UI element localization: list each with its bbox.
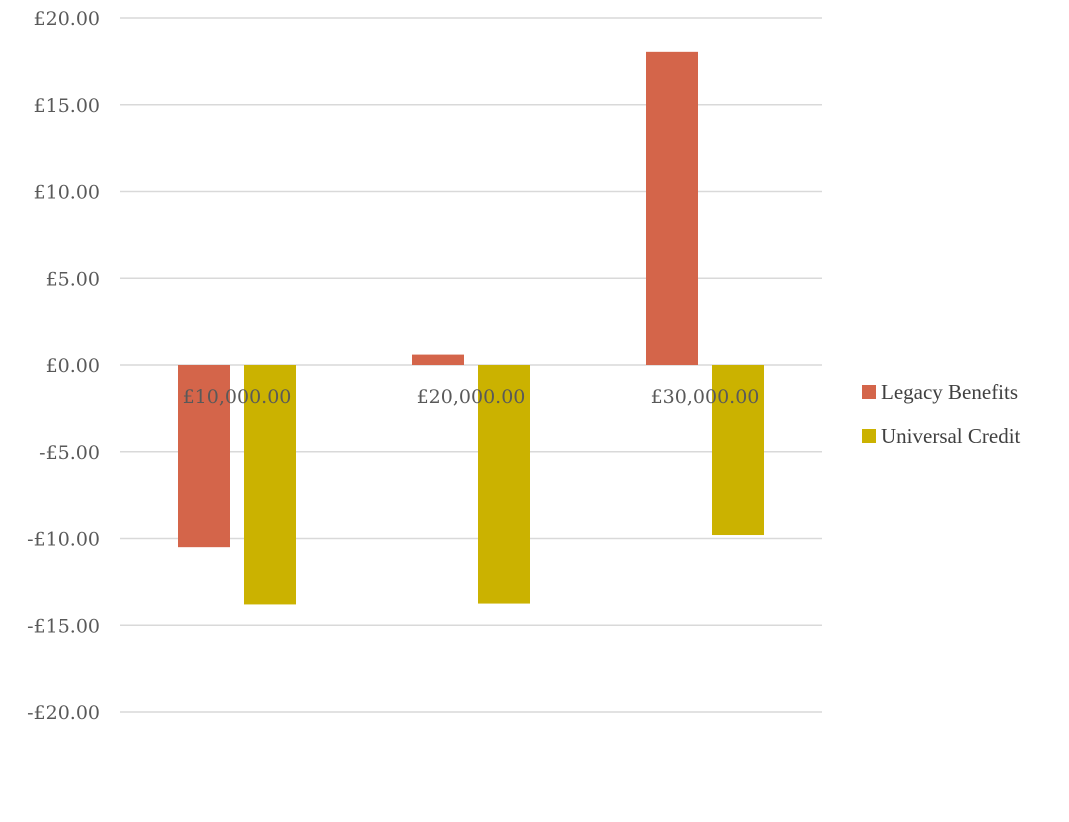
bar-legacy-benefits-1	[178, 365, 230, 548]
legend-swatch	[862, 429, 876, 443]
bar-universal-credit-3	[712, 365, 764, 536]
x-axis-category-labels: £10,000.00 £20,000.00 £30,000.00	[183, 386, 760, 408]
bar-universal-credit-1	[244, 365, 296, 605]
bar-universal-credit-2	[478, 365, 530, 604]
x-category-label: £20,000.00	[417, 386, 526, 408]
y-tick-label: -£5.00	[39, 442, 100, 464]
y-tick-label: -£20.00	[27, 702, 100, 724]
legend-label: Universal Credit	[881, 424, 1021, 448]
bar-legacy-benefits-2	[412, 354, 464, 365]
x-category-label: £30,000.00	[651, 386, 760, 408]
bars	[178, 51, 764, 605]
bar-legacy-benefits-3	[646, 51, 698, 366]
y-tick-label: -£15.00	[27, 615, 100, 637]
x-category-label: £10,000.00	[183, 386, 292, 408]
legend-swatch	[862, 385, 876, 399]
y-tick-label: £20.00	[34, 8, 100, 30]
y-tick-label: £15.00	[34, 95, 100, 117]
y-tick-label: £10.00	[34, 182, 100, 204]
y-tick-label: £0.00	[46, 355, 100, 377]
gridlines	[120, 17, 822, 713]
y-axis-tick-labels: £20.00 £15.00 £10.00 £5.00 £0.00 -£5.00 -£10.0…	[27, 8, 100, 724]
legend: Legacy Benefits Universal Credit	[862, 380, 1021, 448]
y-tick-label: £5.00	[46, 268, 100, 290]
y-tick-label: -£10.00	[27, 529, 100, 551]
legend-label: Legacy Benefits	[881, 380, 1018, 404]
